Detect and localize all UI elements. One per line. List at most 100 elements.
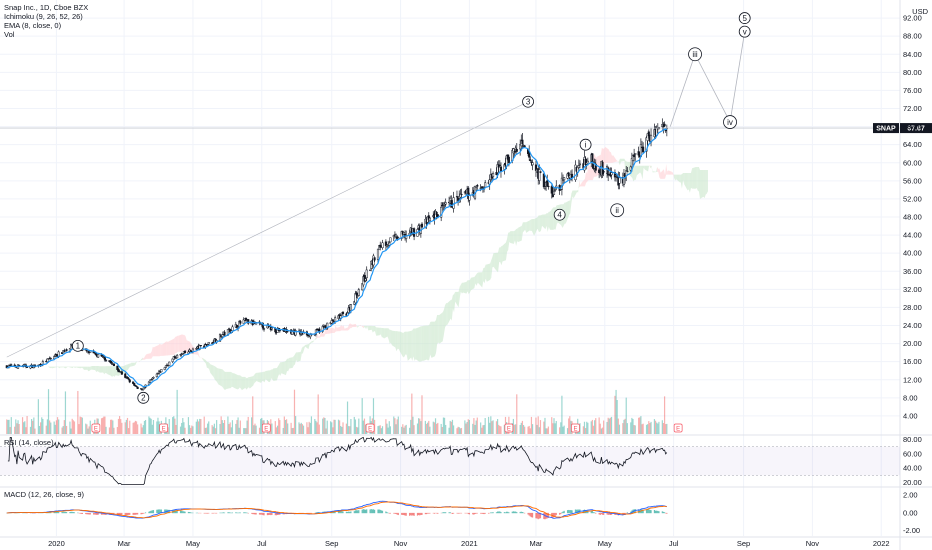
- macd-histogram-bar: [491, 512, 493, 514]
- macd-histogram-bar: [251, 512, 253, 514]
- macd-histogram-bar: [554, 512, 556, 517]
- volume-bar: [221, 420, 223, 434]
- macd-histogram-bar: [97, 512, 99, 515]
- time-tick-label: May: [186, 539, 200, 548]
- price-tick-label: 40.00: [903, 249, 922, 258]
- volume-bar: [412, 416, 414, 434]
- volume-bar: [341, 426, 343, 434]
- macd-histogram-bar: [245, 512, 247, 514]
- cloud-segment: [248, 376, 250, 389]
- time-axis[interactable]: 2020 Mar May Jul Sep Nov 2021 Mar May Jul Sep Nov 20…: [48, 539, 889, 548]
- cloud-segment: [241, 376, 246, 391]
- macd-histogram-bar: [662, 511, 665, 514]
- volume-bar: [291, 428, 293, 434]
- cloud-segment: [285, 358, 288, 376]
- candle-body: [183, 350, 187, 354]
- macd-histogram-bar: [561, 512, 563, 514]
- cloud-segment: [151, 346, 153, 359]
- currency-label: USD: [912, 7, 928, 16]
- candle-body: [468, 195, 471, 201]
- macd-histogram-bar: [187, 511, 190, 514]
- price-tick-label: 80.00: [903, 68, 922, 77]
- cloud-segment: [63, 366, 65, 369]
- volume-bar: [403, 427, 405, 434]
- macd-histogram-bar: [582, 510, 584, 514]
- cloud-segment: [332, 327, 334, 334]
- volume-bar: [459, 428, 461, 434]
- volume-bar: [86, 424, 88, 434]
- macd-histogram-bar: [590, 510, 592, 514]
- macd-histogram-bar: [656, 510, 658, 514]
- cloud-segment: [126, 364, 128, 371]
- volume-bar: [520, 422, 522, 434]
- rsi-label[interactable]: RSI (14, close): [4, 438, 54, 447]
- volume-bar: [306, 422, 308, 434]
- volume-bar: [500, 426, 502, 434]
- cloud-segment: [650, 165, 652, 169]
- macd-tick-label: 2.00: [903, 491, 918, 500]
- volume-bar: [487, 416, 490, 434]
- macd-histogram-bar: [160, 509, 162, 514]
- volume-bar: [441, 426, 443, 434]
- macd-histogram-bar: [221, 512, 223, 514]
- cloud-segment: [367, 325, 369, 331]
- macd-histogram-bar: [425, 512, 428, 515]
- macd-histogram-bar: [495, 512, 498, 514]
- cloud-segment: [200, 357, 202, 359]
- volume-bar: [443, 417, 446, 434]
- wave-label-circle: [553, 208, 566, 221]
- cloud-segment: [257, 372, 262, 383]
- volume-bar: [9, 427, 11, 434]
- candle-body: [615, 174, 618, 177]
- price-tick-label: 92.00: [903, 14, 922, 23]
- volume-bar: [188, 425, 191, 434]
- last-price-tag-bg: [900, 123, 932, 134]
- cloud-segment: [539, 215, 541, 232]
- ema-legend[interactable]: EMA (8, close, 0): [4, 21, 62, 30]
- candle-body: [354, 293, 357, 304]
- symbol-title[interactable]: Snap Inc., 1D, Cboe BZX: [4, 3, 89, 12]
- wave-label-i: i: [585, 140, 587, 149]
- cloud-segment: [253, 374, 255, 386]
- cloud-segment: [55, 366, 57, 368]
- ichimoku-legend[interactable]: Ichimoku (9, 26, 52, 26): [4, 12, 83, 21]
- cloud-segment: [72, 366, 74, 369]
- volume-bar: [484, 418, 486, 434]
- macd-histogram-bar: [157, 509, 159, 514]
- volume-bar: [608, 418, 610, 434]
- cloud-segment: [692, 167, 696, 189]
- candle-body: [112, 363, 116, 367]
- volume-bar: [196, 419, 199, 434]
- wave-label-iv: iv: [727, 118, 733, 127]
- macd-label[interactable]: MACD (12, 26, close, 9): [4, 490, 85, 499]
- volume-bar: [276, 425, 279, 434]
- cloud-segment: [71, 366, 73, 369]
- macd-tick-label: -2.00: [903, 526, 920, 535]
- price-axis[interactable]: USD 4.00 8.00 12.00 16.00 20.00 24.00 28.00 32.0…: [903, 7, 929, 535]
- volume-bar: [32, 420, 34, 434]
- candle-body: [294, 330, 297, 336]
- volume-bar: [254, 423, 256, 434]
- wave-label-5: 5: [742, 14, 747, 23]
- cloud-segment: [681, 173, 684, 189]
- volume-bar: [466, 421, 468, 434]
- cloud-segment: [352, 323, 356, 327]
- volume-legend[interactable]: Vol: [4, 30, 15, 39]
- volume-bar: [38, 425, 41, 434]
- macd-histogram-bar: [569, 510, 571, 514]
- volume-bar: [616, 399, 618, 434]
- macd-histogram-bar: [630, 511, 632, 514]
- volume-bar: [33, 417, 35, 434]
- macd-histogram-bar: [607, 512, 609, 515]
- cloud-segment: [131, 362, 135, 367]
- last-price-line: SNAP 67.67: [0, 123, 932, 134]
- cloud-segment: [240, 375, 242, 391]
- cloud-segment: [355, 323, 358, 328]
- cloud-segment: [482, 267, 484, 288]
- volume-bar: [78, 424, 80, 434]
- macd-histogram-bar: [524, 512, 526, 514]
- macd-histogram-bar: [262, 512, 264, 516]
